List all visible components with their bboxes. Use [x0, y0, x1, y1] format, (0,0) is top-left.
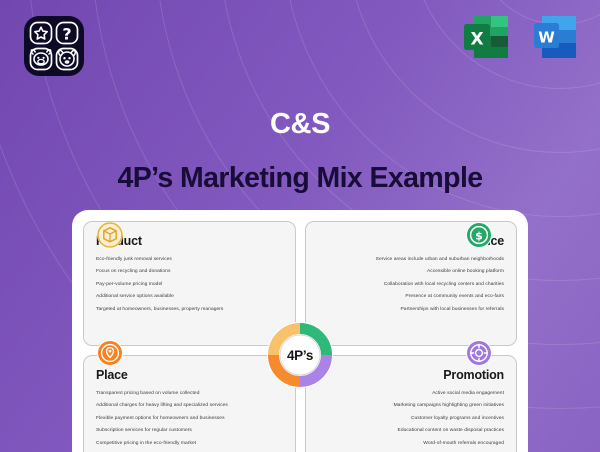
location-pin-icon	[97, 340, 123, 366]
quadrant-list-product: Eco-friendly junk removal services Focus…	[96, 257, 283, 313]
dollar-coin-icon: $	[466, 222, 492, 248]
list-item: Presence at community events and eco-fai…	[405, 294, 504, 300]
quadrant-list-price: Service areas include urban and suburban…	[318, 257, 505, 313]
list-item: Pay-per-volume pricing model	[96, 281, 163, 287]
list-item: Word-of-mouth referrals encouraged	[423, 440, 504, 446]
quadrant-title-place: Place	[96, 368, 128, 382]
quadrant-list-place: Transparent pricing based on volume coll…	[96, 391, 283, 447]
svg-text:X: X	[470, 30, 483, 50]
svg-text:?: ?	[62, 25, 71, 44]
list-item: Competitive pricing in the eco-friendly …	[96, 440, 197, 446]
excel-icon[interactable]: X	[460, 12, 516, 68]
package-box-icon	[97, 222, 123, 248]
list-item: Targeted at homeowners, businesses, prop…	[96, 306, 224, 312]
list-item: Focus on recycling and donations	[96, 269, 171, 275]
quadrant-promotion: Promotion Active social media engagement…	[304, 355, 517, 452]
list-item: Eco-friendly junk removal services	[96, 257, 172, 262]
list-item: Active social media engagement	[432, 391, 504, 396]
svg-text:W: W	[538, 29, 555, 47]
quadrant-grid: Product Eco-friendly junk removal servic…	[83, 221, 517, 452]
quadrant-list-promotion: Active social media engagement Marketing…	[318, 391, 505, 447]
word-icon[interactable]: W	[530, 12, 586, 68]
list-item: Service areas include urban and suburban…	[375, 257, 504, 262]
list-item: Additional service options available	[96, 294, 174, 300]
list-item: Customer loyalty programs and incentives	[410, 415, 504, 421]
page-title: 4P’s Marketing Mix Example	[117, 162, 483, 194]
megaphone-target-icon	[466, 340, 492, 366]
list-item: Transparent pricing based on volume coll…	[96, 391, 200, 396]
list-item: Accessible online booking platform	[426, 269, 504, 275]
pet-tags-grid-icon[interactable]: ?	[22, 14, 86, 78]
center-donut-chart: 4P’s	[265, 320, 335, 390]
quadrant-title-promotion: Promotion	[443, 368, 504, 382]
list-item: Collaboration with local recycling cente…	[383, 281, 504, 287]
office-icons-group: X W	[460, 12, 586, 68]
brand-name: C&S	[269, 108, 331, 140]
list-item: Partnerships with local businesses for r…	[400, 306, 504, 312]
svg-text:$: $	[475, 230, 483, 243]
quadrant-title-product: Product	[96, 234, 283, 248]
list-item: Subscription services for regular custom…	[96, 428, 192, 434]
list-item: Flexible payment options for homeowners …	[96, 415, 225, 421]
quadrant-place: Place Transparent pricing based on volum…	[83, 355, 296, 452]
list-item: Additional charges for heavy lifting and…	[96, 403, 228, 409]
list-item: Marketing campaigns highlighting green i…	[393, 403, 504, 409]
list-item: Educational content on waste disposal pr…	[397, 428, 504, 434]
